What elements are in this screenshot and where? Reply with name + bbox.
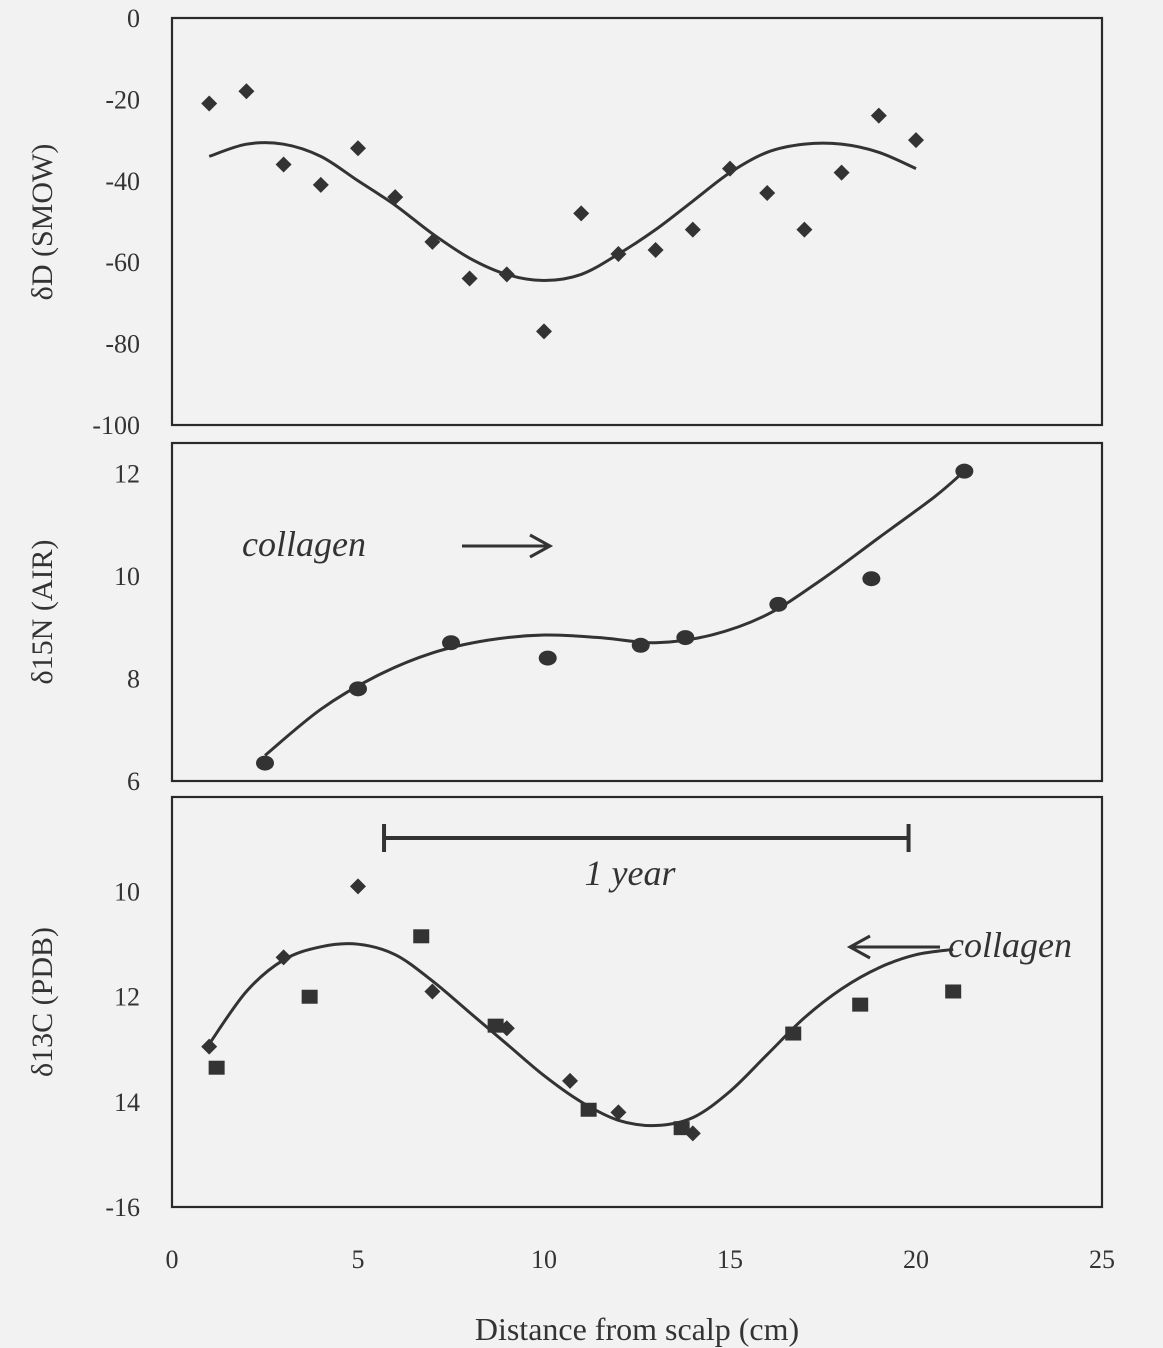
y-tick-label: 12 bbox=[114, 460, 140, 489]
one-year-bar bbox=[382, 824, 911, 852]
circle-point bbox=[769, 596, 788, 612]
diamond-point bbox=[350, 878, 366, 895]
diamond-point bbox=[722, 160, 738, 177]
circle-point bbox=[442, 635, 460, 651]
top-panel-frame bbox=[170, 16, 1104, 427]
y-tick-label: 10 bbox=[114, 562, 140, 591]
y-tick-label: -16 bbox=[105, 1193, 140, 1222]
square-point bbox=[487, 1018, 504, 1033]
square-point bbox=[580, 1102, 597, 1117]
one-year-label: 1 year bbox=[585, 853, 677, 893]
y-tick-label: 8 bbox=[127, 665, 140, 694]
x-tick-label: 5 bbox=[352, 1245, 365, 1274]
circle-point bbox=[538, 650, 557, 666]
square-point bbox=[945, 984, 962, 999]
circle-point bbox=[862, 571, 881, 587]
diamond-point bbox=[461, 270, 478, 287]
x-tick-label: 25 bbox=[1089, 1245, 1115, 1274]
y-tick-label: -40 bbox=[105, 167, 140, 196]
circle-point bbox=[955, 463, 974, 479]
diamond-point bbox=[312, 176, 329, 193]
diamond-point bbox=[610, 1104, 627, 1121]
bottom-y-axis-label: δ13C (PDB) bbox=[26, 927, 59, 1077]
square-point bbox=[852, 997, 869, 1012]
y-tick-label: -100 bbox=[92, 411, 140, 440]
diamond-point bbox=[908, 132, 924, 149]
y-tick-label: 0 bbox=[127, 4, 140, 33]
y-tick-label: 14 bbox=[114, 1088, 140, 1117]
diamond-point bbox=[275, 949, 292, 966]
square-point bbox=[673, 1121, 690, 1136]
diamond-point bbox=[684, 221, 701, 238]
x-axis-label: Distance from scalp (cm) bbox=[475, 1311, 799, 1347]
collagen-arrow-right-icon bbox=[462, 533, 554, 559]
collagen-label-bottom: collagen bbox=[948, 925, 1072, 965]
trend-curve bbox=[264, 470, 966, 757]
y-tick-label: -60 bbox=[105, 248, 140, 277]
diamond-point bbox=[536, 323, 552, 340]
y-tick-label: -80 bbox=[105, 330, 140, 359]
square-point bbox=[413, 929, 430, 944]
circle-point bbox=[676, 630, 695, 646]
square-point bbox=[785, 1026, 802, 1041]
y-tick-label: -20 bbox=[105, 85, 140, 114]
y-tick-label: 10 bbox=[114, 878, 140, 907]
x-tick-label: 15 bbox=[717, 1245, 743, 1274]
diamond-point bbox=[870, 107, 887, 124]
y-tick-label: 6 bbox=[127, 767, 140, 796]
circle-point bbox=[256, 755, 274, 771]
diamond-point bbox=[647, 241, 664, 258]
diamond-point bbox=[201, 95, 218, 112]
diamond-point bbox=[201, 1038, 218, 1055]
diamond-point bbox=[275, 156, 292, 173]
diamond-point bbox=[238, 83, 255, 100]
square-point bbox=[301, 989, 318, 1004]
square-point bbox=[208, 1060, 225, 1075]
top-y-axis-label: δD (SMOW) bbox=[26, 144, 59, 301]
middle-panel-frame bbox=[170, 441, 1104, 783]
diamond-point bbox=[424, 233, 441, 250]
middle-y-axis-label: δ15N (AIR) bbox=[26, 540, 59, 685]
diamond-point bbox=[498, 266, 515, 283]
circle-point bbox=[349, 681, 367, 697]
diamond-point bbox=[562, 1072, 579, 1089]
diamond-point bbox=[424, 983, 441, 1000]
diamond-point bbox=[759, 185, 776, 202]
circle-point bbox=[631, 637, 650, 653]
diamond-point bbox=[833, 164, 850, 181]
trend-curve bbox=[208, 141, 917, 283]
trend-curve bbox=[207, 942, 954, 1128]
diamond-point bbox=[610, 246, 627, 263]
x-tick-label: 0 bbox=[166, 1245, 179, 1274]
diamond-point bbox=[350, 140, 366, 157]
bottom-panel-frame bbox=[170, 795, 1104, 1209]
diamond-point bbox=[573, 205, 590, 222]
diamond-point bbox=[796, 221, 813, 238]
y-tick-label: 12 bbox=[114, 983, 140, 1012]
x-tick-label: 10 bbox=[531, 1245, 557, 1274]
diamond-point bbox=[387, 189, 404, 206]
collagen-arrow-left-icon bbox=[846, 934, 940, 960]
x-tick-label: 20 bbox=[903, 1245, 929, 1274]
plot-layer: 0 -20 -40 -60 -80 -100 12 10 8 6 10 12 14 -16 0 5 10 15 20… bbox=[92, 4, 1115, 1274]
collagen-label-middle: collagen bbox=[242, 524, 366, 564]
